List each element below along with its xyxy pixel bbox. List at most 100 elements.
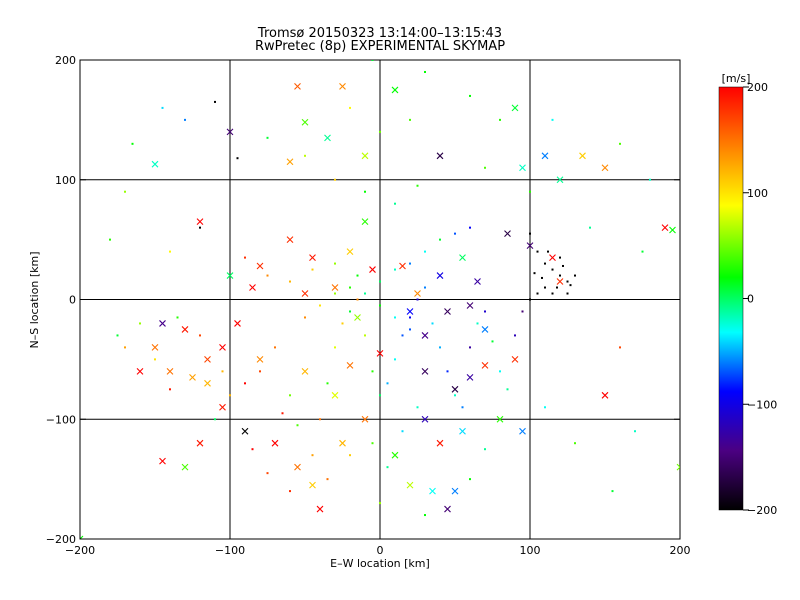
data-point-dot: [551, 268, 554, 271]
data-point-cross: [549, 254, 556, 261]
data-point-cross: [294, 82, 301, 90]
chart-subtitle: RwPretec (8p) EXPERIMENTAL SKYMAP: [255, 39, 505, 54]
data-point-dot: [349, 286, 351, 289]
data-point-cross: [324, 134, 331, 142]
data-point-dot: [619, 142, 621, 145]
data-point-cross: [511, 104, 519, 112]
y-tick-label: 0: [69, 294, 76, 307]
data-point-cross: [354, 314, 361, 321]
data-point-dot: [334, 292, 336, 295]
data-point-dot: [547, 250, 549, 253]
data-point-dot: [304, 154, 306, 157]
data-point-dot: [521, 310, 524, 313]
data-point-dot: [214, 418, 216, 421]
data-point-dot: [236, 157, 239, 160]
data-point-dot: [446, 370, 449, 373]
data-point-cross: [444, 505, 451, 513]
data-point-dot: [289, 490, 291, 493]
data-point-dot: [364, 190, 366, 193]
data-point-cross: [661, 224, 669, 232]
data-point-dot: [311, 268, 314, 271]
data-point-dot: [371, 60, 374, 61]
data-point-dot: [544, 406, 546, 409]
y-axis: −200 −100 0 100 200: [46, 54, 680, 546]
data-point-cross: [204, 379, 211, 387]
data-point-dot: [319, 418, 321, 421]
data-point-dot: [649, 178, 651, 181]
data-point-dot: [154, 358, 156, 361]
data-point-cross: [346, 248, 354, 255]
data-point-dot: [619, 346, 621, 349]
data-point-cross: [189, 373, 196, 381]
data-point-cross: [80, 535, 84, 539]
data-point-cross: [504, 230, 511, 238]
data-point-dot: [506, 388, 509, 391]
data-point-cross: [676, 463, 680, 471]
colorbar-tick-label: 200: [747, 81, 768, 94]
colorbar-tick-label: −100: [747, 398, 777, 411]
data-point-cross: [459, 427, 466, 435]
data-point-dot: [251, 448, 254, 451]
data-point-cross: [444, 308, 451, 315]
data-point-dot: [379, 130, 381, 133]
data-point-cross: [241, 427, 249, 435]
data-point-dot: [109, 238, 111, 241]
data-point-cross: [219, 403, 226, 411]
data-point-dot: [589, 226, 591, 229]
data-point-cross: [204, 355, 211, 363]
data-point-dot: [296, 424, 299, 427]
data-point-dot: [541, 276, 543, 279]
data-point-dot: [562, 264, 564, 267]
x-tick-label: 200: [670, 544, 691, 557]
data-point-dot: [199, 226, 201, 229]
data-point-cross: [391, 451, 399, 459]
x-tick-label: −200: [65, 544, 95, 557]
data-point-dot: [394, 316, 396, 319]
data-point-cross: [159, 320, 166, 327]
chart-title: Tromsø 20150323 13:14:00–13:15:43: [257, 26, 502, 41]
data-point-dot: [409, 316, 411, 319]
data-point-cross: [556, 278, 564, 285]
data-point-cross: [451, 385, 459, 393]
data-point-dot: [386, 382, 389, 385]
data-point-dot: [634, 430, 636, 433]
data-point-dot: [559, 274, 561, 277]
x-tick-label: 0: [377, 544, 384, 557]
data-point-cross: [301, 290, 309, 297]
data-point-dot: [529, 190, 531, 193]
data-point-cross: [436, 272, 444, 279]
data-point-cross: [541, 152, 549, 160]
data-point-dot: [499, 370, 501, 373]
data-point-dot: [394, 358, 396, 361]
data-point-dot: [611, 490, 614, 493]
data-point-cross: [316, 505, 324, 513]
data-point-dot: [281, 412, 284, 415]
data-point-dot: [379, 394, 381, 397]
data-point-dot: [341, 322, 344, 325]
data-point-cross: [526, 242, 534, 250]
data-point-cross: [466, 373, 474, 381]
data-point-dot: [334, 262, 336, 265]
data-point-cross: [234, 320, 241, 327]
data-point-cross: [436, 152, 444, 160]
data-point-dot: [641, 250, 644, 253]
data-point-dot: [439, 346, 441, 349]
data-point-cross: [519, 164, 526, 172]
data-point-dot: [116, 334, 119, 337]
data-point-cross: [466, 302, 474, 309]
data-point-cross: [459, 254, 466, 261]
data-point-dot: [214, 100, 216, 103]
data-point-dot: [574, 442, 576, 445]
data-point-dot: [536, 250, 539, 253]
data-point-dot: [529, 232, 531, 235]
y-axis-label: N–S location [km]: [28, 251, 41, 348]
data-point-cross: [256, 355, 264, 363]
data-point-cross: [511, 355, 519, 363]
data-point-dot: [349, 106, 351, 109]
data-point-dot: [319, 304, 321, 307]
data-point-cross: [226, 128, 234, 136]
data-point-cross: [196, 439, 204, 447]
data-point-cross: [196, 218, 204, 226]
data-point-dot: [574, 274, 576, 277]
data-point-dot: [386, 466, 389, 469]
